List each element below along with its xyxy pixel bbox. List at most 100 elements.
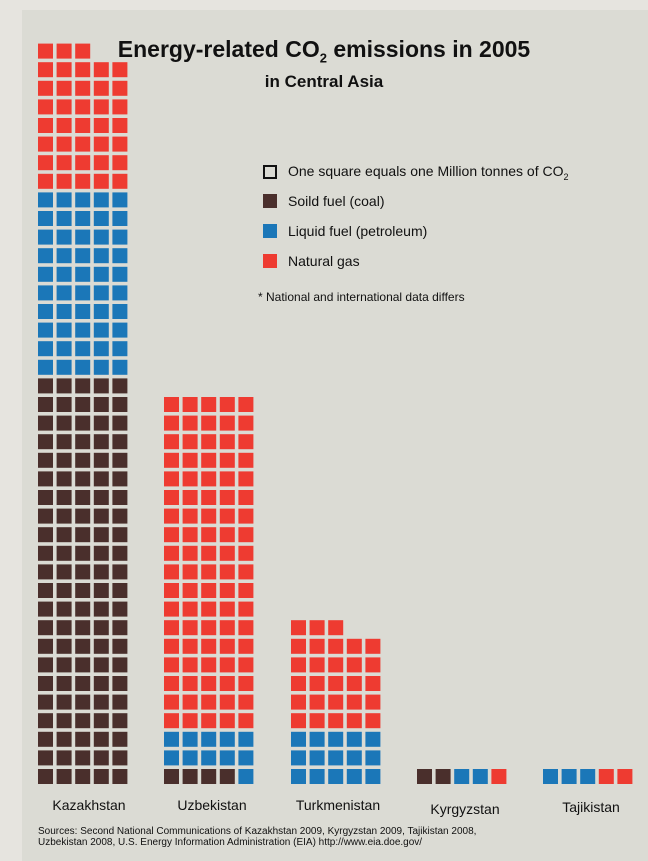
- square-turkmenistan-gas: [328, 713, 344, 729]
- square-kazakhstan-coal: [112, 545, 128, 561]
- square-uzbekistan-gas: [164, 583, 179, 598]
- square-kazakhstan-coal: [112, 750, 128, 766]
- square-kazakhstan-gas: [56, 80, 72, 96]
- square-kazakhstan-coal: [38, 415, 53, 431]
- square-kazakhstan-coal: [56, 676, 72, 691]
- square-kazakhstan-coal: [38, 564, 53, 580]
- square-uzbekistan-gas: [164, 601, 179, 617]
- square-kazakhstan-coal: [38, 397, 53, 412]
- square-kazakhstan-coal: [93, 713, 109, 729]
- square-kazakhstan-coal: [112, 601, 128, 617]
- square-uzbekistan-gas: [238, 638, 254, 654]
- square-uzbekistan-gas: [182, 527, 198, 543]
- square-kazakhstan-petroleum: [38, 304, 53, 319]
- square-turkmenistan-gas: [309, 620, 325, 636]
- square-uzbekistan-gas: [238, 545, 254, 561]
- square-uzbekistan-gas: [201, 508, 217, 524]
- square-turkmenistan-gas: [365, 676, 381, 691]
- square-uzbekistan-gas: [182, 638, 198, 654]
- square-kazakhstan-petroleum: [75, 285, 91, 301]
- square-kazakhstan-petroleum: [93, 359, 109, 375]
- square-kazakhstan-coal: [56, 620, 72, 636]
- square-turkmenistan-gas: [309, 676, 325, 691]
- square-kazakhstan-coal: [112, 731, 128, 747]
- square-turkmenistan-petroleum: [291, 750, 306, 766]
- square-turkmenistan-gas: [309, 713, 325, 729]
- square-uzbekistan-gas: [219, 527, 235, 543]
- square-kazakhstan-petroleum: [56, 229, 72, 245]
- square-uzbekistan-gas: [164, 620, 179, 636]
- square-kazakhstan-petroleum: [38, 322, 53, 338]
- square-kazakhstan-petroleum: [56, 266, 72, 282]
- square-kazakhstan-coal: [112, 713, 128, 729]
- square-kazakhstan-coal: [56, 731, 72, 747]
- square-turkmenistan-gas: [309, 657, 325, 673]
- legend-unit-label: One square equals one Million tonnes of …: [288, 163, 569, 182]
- square-turkmenistan-petroleum: [309, 750, 325, 766]
- square-uzbekistan-gas: [219, 694, 235, 710]
- square-kazakhstan-coal: [112, 657, 128, 673]
- square-kazakhstan-petroleum: [56, 359, 72, 375]
- square-kazakhstan-petroleum: [75, 304, 91, 319]
- square-kazakhstan-coal: [93, 769, 109, 784]
- square-kazakhstan-gas: [112, 80, 128, 96]
- square-kazakhstan-coal: [75, 583, 91, 598]
- square-kazakhstan-coal: [56, 694, 72, 710]
- square-kazakhstan-petroleum: [75, 229, 91, 245]
- square-uzbekistan-gas: [219, 564, 235, 580]
- square-uzbekistan-gas: [219, 508, 235, 524]
- square-uzbekistan-gas: [182, 471, 198, 487]
- square-kazakhstan-coal: [93, 545, 109, 561]
- square-uzbekistan-gas: [201, 620, 217, 636]
- square-kazakhstan-petroleum: [112, 211, 128, 226]
- square-uzbekistan-petroleum: [164, 731, 179, 747]
- square-kazakhstan-coal: [75, 471, 91, 487]
- square-turkmenistan-petroleum: [365, 731, 381, 747]
- square-kazakhstan-petroleum: [112, 266, 128, 282]
- square-kazakhstan-petroleum: [93, 266, 109, 282]
- category-label-kazakhstan: Kazakhstan: [52, 797, 126, 813]
- square-uzbekistan-gas: [219, 545, 235, 561]
- square-uzbekistan-gas: [238, 620, 254, 636]
- square-kazakhstan-petroleum: [75, 341, 91, 357]
- square-kazakhstan-coal: [112, 638, 128, 654]
- legend-item-coal: Soild fuel (coal): [263, 193, 385, 209]
- square-kazakhstan-coal: [93, 490, 109, 505]
- square-uzbekistan-gas: [182, 508, 198, 524]
- square-kazakhstan-coal: [56, 415, 72, 431]
- square-kazakhstan-gas: [93, 173, 109, 189]
- square-kazakhstan-petroleum: [93, 285, 109, 301]
- square-uzbekistan-coal: [182, 769, 198, 784]
- category-label-turkmenistan: Turkmenistan: [295, 797, 381, 813]
- square-kazakhstan-gas: [93, 118, 109, 133]
- square-kazakhstan-gas: [75, 136, 91, 152]
- square-kazakhstan-petroleum: [38, 229, 53, 245]
- legend-unit-swatch: [263, 165, 277, 180]
- square-kazakhstan-gas: [75, 99, 91, 115]
- square-uzbekistan-gas: [201, 713, 217, 729]
- square-uzbekistan-gas: [164, 508, 179, 524]
- square-kazakhstan-gas: [38, 62, 53, 78]
- square-uzbekistan-gas: [238, 508, 254, 524]
- square-uzbekistan-gas: [182, 564, 198, 580]
- square-uzbekistan-gas: [238, 694, 254, 710]
- square-kazakhstan-petroleum: [38, 211, 53, 226]
- square-uzbekistan-gas: [238, 490, 254, 505]
- square-uzbekistan-gas: [201, 638, 217, 654]
- square-uzbekistan-petroleum: [182, 731, 198, 747]
- square-uzbekistan-gas: [182, 434, 198, 450]
- square-kazakhstan-coal: [38, 731, 53, 747]
- square-kazakhstan-coal: [56, 471, 72, 487]
- square-kazakhstan-petroleum: [38, 285, 53, 301]
- square-kazakhstan-coal: [112, 527, 128, 543]
- square-kazakhstan-gas: [112, 62, 128, 78]
- square-uzbekistan-gas: [238, 452, 254, 468]
- square-turkmenistan-petroleum: [291, 731, 306, 747]
- square-kazakhstan-petroleum: [38, 266, 53, 282]
- square-uzbekistan-gas: [201, 471, 217, 487]
- square-kazakhstan-coal: [56, 527, 72, 543]
- square-uzbekistan-gas: [201, 545, 217, 561]
- square-uzbekistan-gas: [164, 638, 179, 654]
- legend-swatch-petroleum: [263, 224, 277, 238]
